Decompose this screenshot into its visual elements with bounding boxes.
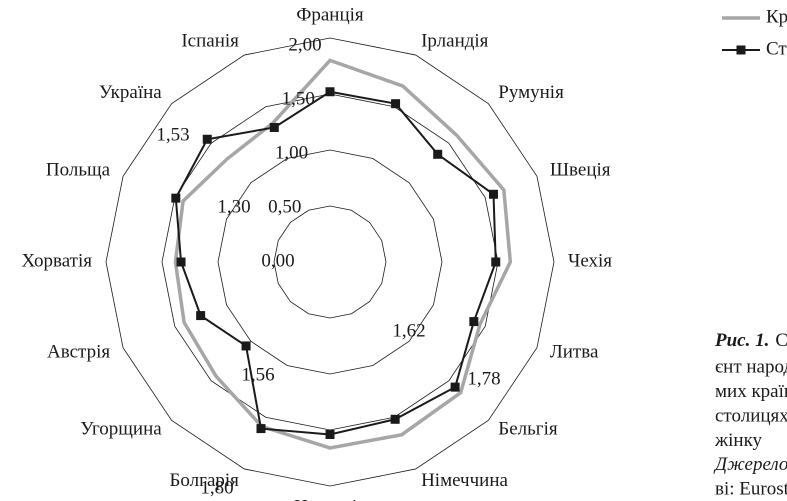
marker — [450, 382, 460, 392]
marker — [202, 134, 212, 144]
caption-line: Рис. 1. Су — [714, 330, 787, 351]
caption-line: мих країн — [715, 381, 787, 402]
marker — [488, 189, 498, 199]
marker — [433, 149, 443, 159]
marker — [241, 341, 251, 351]
source-label: Джерело: — [713, 454, 787, 475]
marker — [171, 193, 181, 203]
annotation: 1,62 — [392, 320, 425, 341]
category-label: Угорщина — [80, 419, 162, 440]
category-label: Хорватія — [21, 250, 92, 271]
r-tick-label: 0,00 — [261, 250, 294, 271]
r-tick-label: 0,50 — [268, 196, 301, 217]
grid-ring — [273, 205, 387, 319]
category-label: Польща — [46, 159, 111, 180]
category-label: Австрія — [47, 341, 110, 362]
category-label: Норвегія — [294, 496, 366, 501]
caption-line: жінку — [714, 430, 763, 451]
caption-source: Джерело:с — [713, 454, 787, 475]
grid-ring — [105, 37, 555, 487]
category-label: Литва — [550, 341, 599, 362]
r-tick-label: 1,50 — [282, 88, 315, 109]
caption-source: ві: Eurostat — [715, 478, 787, 499]
category-label: Іспанія — [181, 30, 239, 51]
marker — [196, 311, 206, 321]
category-label: Болгарія — [170, 470, 240, 491]
category-label: Франція — [296, 4, 364, 25]
category-label: Ірландія — [421, 30, 489, 51]
annotation: 1,30 — [217, 196, 250, 217]
marker — [325, 429, 335, 439]
category-label: Бельгія — [498, 419, 558, 440]
marker — [176, 257, 186, 267]
caption-line: столицях, — [715, 405, 787, 426]
grid-ring — [217, 149, 443, 375]
series-line — [173, 58, 513, 450]
marker — [256, 424, 266, 434]
annotation: 1,78 — [467, 368, 500, 389]
r-tick-label: 1,00 — [275, 142, 308, 163]
annotation: 1,56 — [241, 364, 274, 385]
annotation: 1,80 — [200, 477, 233, 498]
legend-marker — [736, 45, 746, 55]
caption-line: єнт народ — [715, 356, 787, 377]
annotation: 1,53 — [156, 124, 189, 145]
caption-label: Рис. 1. — [714, 330, 769, 351]
r-tick-label: 2,00 — [288, 34, 321, 55]
legend-label: Столиця — [766, 38, 787, 59]
grid-ring — [161, 93, 499, 431]
category-label: Румунія — [498, 82, 564, 103]
marker — [269, 122, 279, 132]
caption-text: Су — [775, 330, 787, 351]
category-label: Україна — [99, 82, 162, 103]
category-label: Швеція — [550, 159, 611, 180]
category-label: Чехія — [568, 250, 612, 271]
marker — [469, 317, 479, 327]
category-label: Німеччина — [421, 470, 508, 491]
marker — [325, 87, 335, 97]
marker — [391, 99, 401, 109]
marker — [491, 257, 501, 267]
legend-label: Країна — [766, 6, 787, 27]
marker — [390, 414, 400, 424]
